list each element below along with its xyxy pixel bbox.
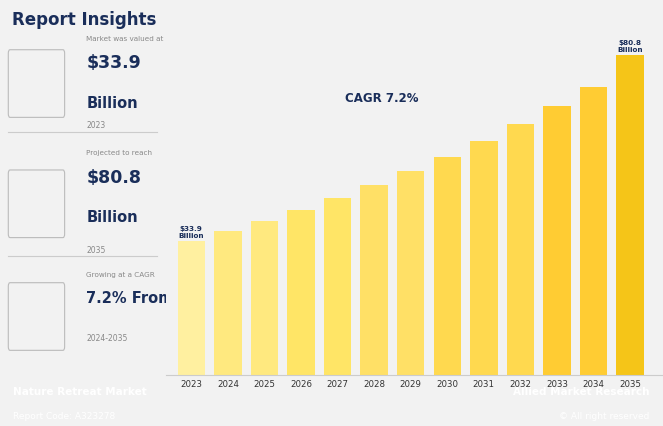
Text: Report Code: A323278: Report Code: A323278 <box>13 411 115 420</box>
Bar <box>543 107 571 375</box>
Text: $80.8: $80.8 <box>86 169 141 187</box>
Text: Nature Retreat Market: Nature Retreat Market <box>13 386 147 396</box>
Text: © All right reserved: © All right reserved <box>560 411 650 420</box>
Bar <box>287 210 315 375</box>
Bar <box>251 222 278 375</box>
Text: Projected to reach: Projected to reach <box>86 150 152 156</box>
Text: CAGR 7.2%: CAGR 7.2% <box>345 92 418 105</box>
Bar <box>361 186 388 375</box>
Text: Market was valued at: Market was valued at <box>86 36 164 42</box>
Bar <box>434 158 461 375</box>
Text: $33.9: $33.9 <box>86 55 141 72</box>
Bar <box>580 88 607 375</box>
Text: Billion: Billion <box>86 210 138 225</box>
Text: Report Insights: Report Insights <box>12 11 156 29</box>
Text: Allied Market Research: Allied Market Research <box>513 386 650 396</box>
Bar <box>470 142 497 375</box>
Text: Growing at a CAGR: Growing at a CAGR <box>86 272 155 278</box>
Text: Billion: Billion <box>86 95 138 111</box>
Bar <box>178 241 205 375</box>
Text: 7.2% From: 7.2% From <box>86 291 174 305</box>
Bar <box>214 232 241 375</box>
Bar <box>324 199 351 375</box>
Text: 2024-2035: 2024-2035 <box>86 334 127 343</box>
Bar <box>507 125 534 375</box>
Bar <box>397 172 424 375</box>
Text: 2023: 2023 <box>86 121 105 130</box>
Text: $33.9
Billion: $33.9 Billion <box>178 225 204 238</box>
Bar <box>617 56 644 375</box>
Text: $80.8
Billion: $80.8 Billion <box>617 40 643 53</box>
Text: 2035: 2035 <box>86 245 105 254</box>
